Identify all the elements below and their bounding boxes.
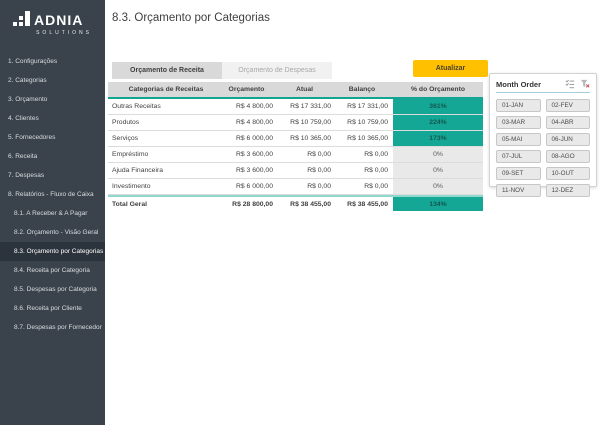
logo: ADNIA SOLUTIONS <box>0 0 92 36</box>
sidebar-item-categorias[interactable]: 2. Categorias <box>8 77 47 84</box>
month-button-dez[interactable]: 12-DEZ <box>545 184 590 197</box>
month-button-jul[interactable]: 07-JUL <box>496 150 541 163</box>
column-header-atual: Atual <box>296 86 313 93</box>
orcamento-cell: R$ 4 800,00 <box>235 119 273 126</box>
category-cell: Outras Receitas <box>112 103 161 110</box>
total-label: Total Geral <box>112 200 147 208</box>
header-accent-bar <box>108 97 483 99</box>
total-balanco: R$ 38 455,00 <box>347 200 388 208</box>
table-row: Ajuda Financeira R$ 3 600,00 R$ 0,00 R$ … <box>108 163 483 179</box>
table-row: Outras Receitas R$ 4 800,00 R$ 17 331,00… <box>108 99 483 115</box>
sidebar-item-8-4-receita-por-categoria[interactable]: 8.4. Receita por Categoria <box>14 267 90 274</box>
balanco-cell: R$ 0,00 <box>364 183 388 190</box>
sidebar-item-relatorios[interactable]: 8. Relatórios - Fluxo de Caixa <box>8 191 94 198</box>
month-button-nov[interactable]: 11-NOV <box>496 184 541 197</box>
sidebar: ADNIA SOLUTIONS 1. Configurações 2. Cate… <box>0 0 105 425</box>
month-button-mar[interactable]: 03-MAR <box>496 116 541 129</box>
slicer-title: Month Order <box>496 79 541 89</box>
atual-cell: R$ 0,00 <box>307 183 331 190</box>
month-button-ago[interactable]: 08-AGO <box>545 150 590 163</box>
pct-cell: 224% <box>393 115 483 130</box>
month-button-out[interactable]: 10-OUT <box>545 167 590 180</box>
sidebar-item-8-3-orcamento-por-categorias[interactable]: 8.3. Orçamento por Categorias <box>0 242 105 261</box>
sidebar-item-configuracoes[interactable]: 1. Configurações <box>8 58 58 65</box>
pct-cell: 0% <box>393 163 483 178</box>
sidebar-item-8-7-despesas-por-fornecedor[interactable]: 8.7. Despesas por Fornecedor <box>14 324 102 331</box>
category-cell: Ajuda Financeira <box>112 167 164 174</box>
balanco-cell: R$ 10 759,00 <box>347 119 388 126</box>
table-row: Empréstimo R$ 3 600,00 R$ 0,00 R$ 0,00 0… <box>108 147 483 163</box>
balanco-cell: R$ 17 331,00 <box>347 103 388 110</box>
column-header-balanco: Balanço <box>348 86 376 93</box>
budget-table: Categorias de Receitas Orçamento Atual B… <box>108 82 483 211</box>
pct-cell: 0% <box>393 147 483 162</box>
sidebar-item-fornecedores[interactable]: 5. Fornecedores <box>8 134 56 141</box>
update-button[interactable]: Atualizar <box>413 60 488 77</box>
atual-cell: R$ 10 365,00 <box>290 135 331 142</box>
column-header-pct-orcamento: % do Orçamento <box>410 86 465 93</box>
tab-orcamento-de-receita[interactable]: Orçamento de Receita <box>112 62 222 79</box>
sidebar-item-8-6-receita-por-cliente[interactable]: 8.6. Receita por Cliente <box>14 305 82 312</box>
tab-orcamento-de-despesas[interactable]: Orçamento de Despesas <box>222 62 332 79</box>
atual-cell: R$ 10 759,00 <box>290 119 331 126</box>
category-cell: Produtos <box>112 119 140 126</box>
logo-subtext: SOLUTIONS <box>36 30 92 36</box>
sidebar-item-clientes[interactable]: 4. Clientes <box>8 115 39 122</box>
clear-filter-icon[interactable] <box>580 79 590 89</box>
page-title: 8.3. Orçamento por Categorias <box>112 12 270 24</box>
atual-cell: R$ 0,00 <box>307 151 331 158</box>
balanco-cell: R$ 0,00 <box>364 151 388 158</box>
multiselect-icon[interactable] <box>565 79 575 89</box>
sidebar-item-8-1-a-receber-a-pagar[interactable]: 8.1. A Receber & A Pagar <box>14 210 88 217</box>
month-button-mai[interactable]: 05-MAI <box>496 133 541 146</box>
column-header-categorias: Categorias de Receitas <box>128 86 204 93</box>
pct-cell: 361% <box>393 99 483 114</box>
sidebar-item-receita[interactable]: 6. Receita <box>8 153 38 160</box>
total-orcamento: R$ 28 800,00 <box>232 200 273 208</box>
table-total-row: Total Geral R$ 28 800,00 R$ 38 455,00 R$… <box>108 195 483 211</box>
budget-tabs: Orçamento de Receita Orçamento de Despes… <box>112 62 332 79</box>
orcamento-cell: R$ 4 800,00 <box>235 103 273 110</box>
balanco-cell: R$ 0,00 <box>364 167 388 174</box>
month-button-jun[interactable]: 06-JUN <box>545 133 590 146</box>
orcamento-cell: R$ 6 000,00 <box>235 135 273 142</box>
adnia-logo-icon <box>13 11 30 27</box>
month-button-grid: 01-JAN 02-FEV 03-MAR 04-ABR 05-MAI 06-JU… <box>496 99 590 197</box>
total-atual: R$ 38 455,00 <box>290 200 331 208</box>
atual-cell: R$ 0,00 <box>307 167 331 174</box>
sidebar-item-orcamento[interactable]: 3. Orçamento <box>8 96 48 103</box>
sidebar-item-8-5-despesas-por-categoria[interactable]: 8.5. Despesas por Categoria <box>14 286 97 293</box>
orcamento-cell: R$ 3 600,00 <box>235 151 273 158</box>
sidebar-nav: 1. Configurações 2. Categorias 3. Orçame… <box>0 52 105 337</box>
atual-cell: R$ 17 331,00 <box>290 103 331 110</box>
table-header-row: Categorias de Receitas Orçamento Atual B… <box>108 82 483 97</box>
sidebar-item-despesas[interactable]: 7. Despesas <box>8 172 45 179</box>
balanco-cell: R$ 10 365,00 <box>347 135 388 142</box>
month-button-set[interactable]: 09-SET <box>496 167 541 180</box>
table-row: Serviços R$ 6 000,00 R$ 10 365,00 R$ 10 … <box>108 131 483 147</box>
slicer-header: Month Order <box>496 79 590 93</box>
category-cell: Serviços <box>112 135 139 142</box>
month-button-abr[interactable]: 04-ABR <box>545 116 590 129</box>
pct-cell: 173% <box>393 131 483 146</box>
total-pct: 134% <box>393 197 483 211</box>
category-cell: Investimento <box>112 183 151 190</box>
month-button-jan[interactable]: 01-JAN <box>496 99 541 112</box>
orcamento-cell: R$ 6 000,00 <box>235 183 273 190</box>
month-button-fev[interactable]: 02-FEV <box>545 99 590 112</box>
category-cell: Empréstimo <box>112 151 149 158</box>
table-row: Investimento R$ 6 000,00 R$ 0,00 R$ 0,00… <box>108 179 483 195</box>
month-order-slicer: Month Order 01-JAN 02-FEV 03-MAR 04-ABR <box>489 73 597 197</box>
column-header-orcamento: Orçamento <box>228 86 265 93</box>
orcamento-cell: R$ 3 600,00 <box>235 167 273 174</box>
logo-text: ADNIA <box>34 12 84 28</box>
table-row: Produtos R$ 4 800,00 R$ 10 759,00 R$ 10 … <box>108 115 483 131</box>
sidebar-item-8-2-orcamento-visao-geral[interactable]: 8.2. Orçamento - Visão Geral <box>14 229 99 236</box>
pct-cell: 0% <box>393 179 483 194</box>
